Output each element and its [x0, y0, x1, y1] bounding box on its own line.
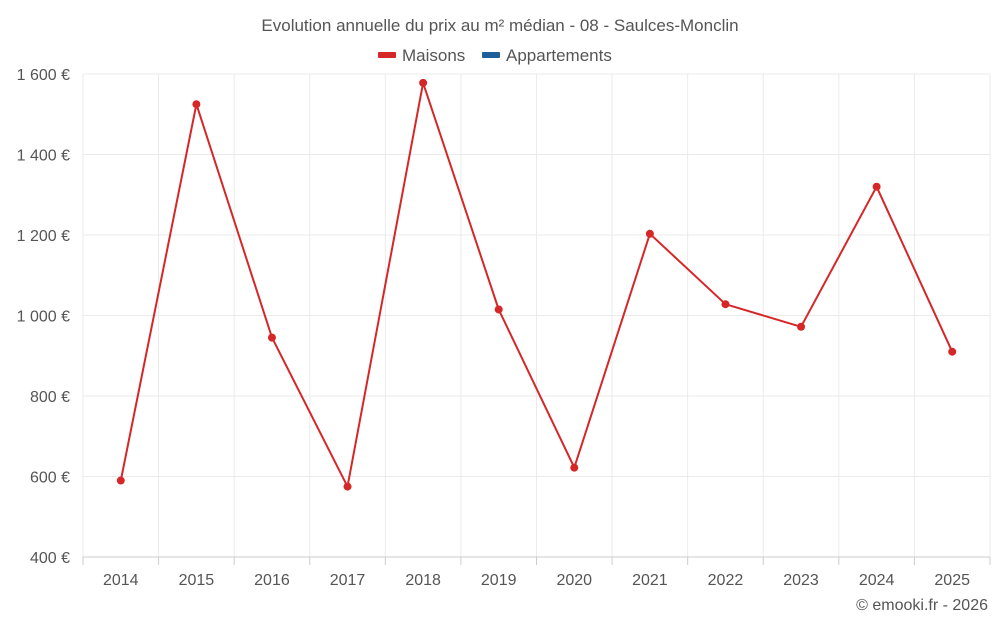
- data-point[interactable]: [872, 182, 881, 191]
- y-axis: 400 € 600 € 800 € 1 000 € 1 200 € 1 400 € 1 60…: [17, 67, 70, 567]
- x-tick-label: 2019: [481, 572, 517, 589]
- y-tick-label: 1 600 €: [17, 67, 70, 84]
- legend-swatch: [378, 52, 396, 58]
- legend-item[interactable]: Maisons: [378, 46, 465, 65]
- legend-label: Appartements: [506, 46, 612, 65]
- x-tick-label: 2021: [632, 572, 668, 589]
- y-tick-label: 800 €: [30, 389, 70, 406]
- data-point[interactable]: [192, 100, 201, 109]
- x-tick-label: 2017: [330, 572, 366, 589]
- x-tick-label: 2023: [783, 572, 819, 589]
- data-point[interactable]: [721, 300, 730, 309]
- data-point[interactable]: [419, 78, 428, 87]
- x-tick-label: 2015: [179, 572, 215, 589]
- data-point[interactable]: [797, 322, 806, 331]
- chart-title: Evolution annuelle du prix au m² médian …: [261, 16, 738, 35]
- y-tick-label: 600 €: [30, 470, 70, 487]
- data-point[interactable]: [267, 333, 276, 342]
- x-tick-label: 2025: [934, 572, 970, 589]
- series-layer: [116, 78, 957, 491]
- data-point[interactable]: [948, 347, 957, 356]
- y-tick-label: 1 200 €: [17, 228, 70, 245]
- data-point[interactable]: [343, 482, 352, 491]
- y-tick-label: 1 400 €: [17, 148, 70, 165]
- y-tick-label: 1 000 €: [17, 309, 70, 326]
- x-tick-label: 2024: [859, 572, 895, 589]
- series-line-maisons: [119, 81, 954, 488]
- x-tick-label: 2018: [405, 572, 441, 589]
- data-point[interactable]: [570, 463, 579, 472]
- x-tick-label: 2022: [708, 572, 744, 589]
- gridlines: [82, 73, 991, 557]
- data-point[interactable]: [494, 305, 503, 314]
- data-point[interactable]: [645, 229, 654, 238]
- x-tick-label: 2014: [103, 572, 139, 589]
- x-tick-label: 2020: [556, 572, 592, 589]
- legend: Maisons Appartements: [378, 46, 612, 65]
- x-axis: 2014 2015 2016 2017 2018 2019 2020 2021 2022 2023…: [82, 556, 991, 589]
- legend-item[interactable]: Appartements: [482, 46, 612, 65]
- legend-swatch: [482, 52, 500, 58]
- y-tick-label: 400 €: [30, 550, 70, 567]
- x-tick-label: 2016: [254, 572, 290, 589]
- legend-label: Maisons: [402, 46, 465, 65]
- credit-text: © emooki.fr - 2026: [856, 597, 988, 614]
- data-point[interactable]: [116, 476, 125, 485]
